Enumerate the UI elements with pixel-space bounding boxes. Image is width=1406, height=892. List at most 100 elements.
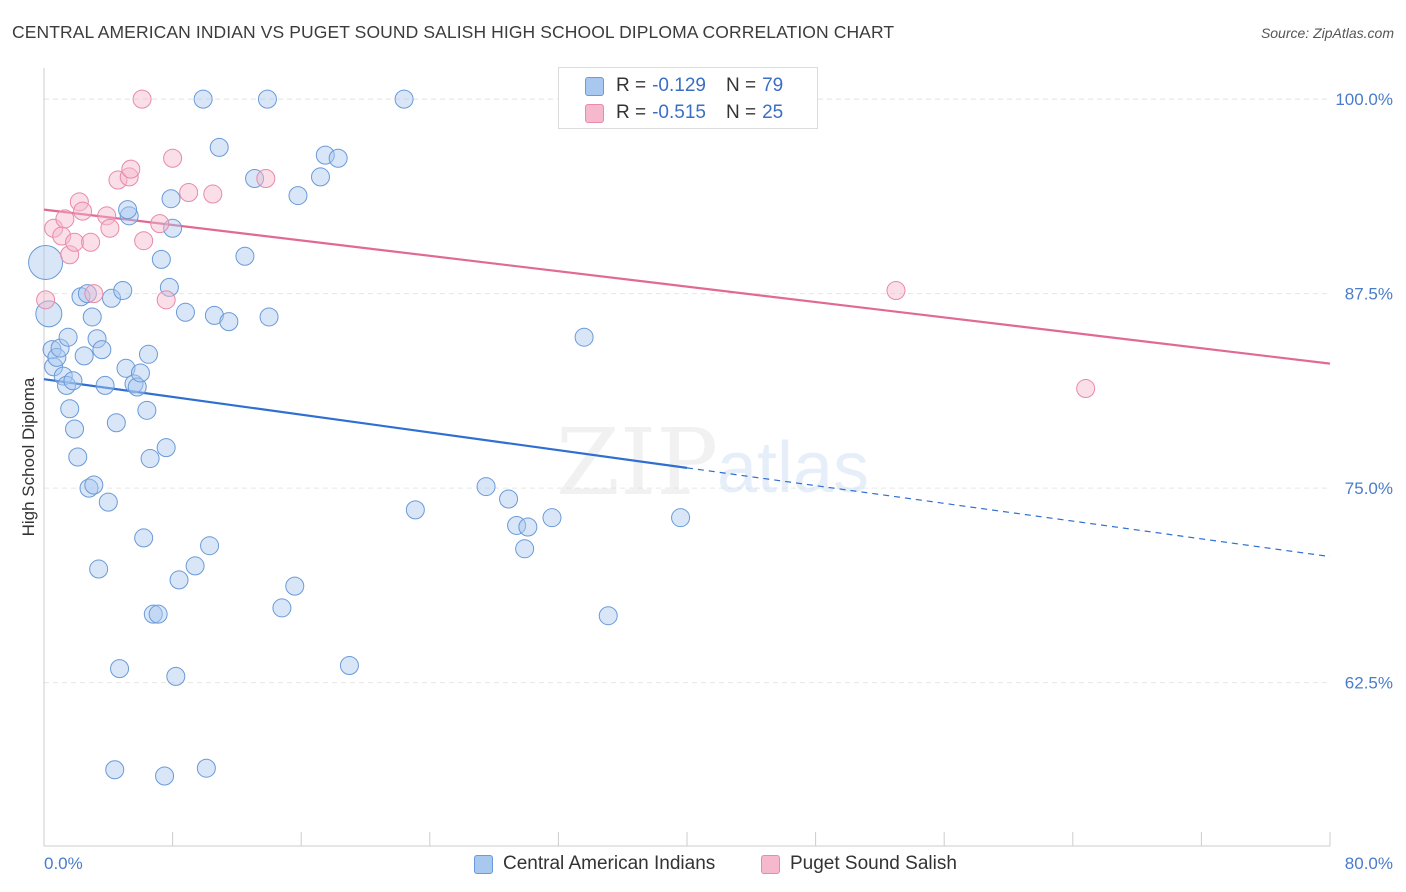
point-puget-sound — [121, 159, 141, 179]
point-puget-sound — [886, 281, 906, 301]
point-central-american — [671, 508, 691, 528]
series-name-puget-sound: Puget Sound Salish — [790, 853, 957, 874]
point-central-american — [235, 246, 255, 266]
point-central-american — [106, 413, 126, 433]
point-central-american — [196, 758, 216, 778]
point-central-american — [339, 656, 359, 676]
point-puget-sound — [73, 201, 93, 221]
point-central-american — [89, 559, 109, 579]
point-central-american — [169, 570, 189, 590]
point-central-american — [598, 606, 618, 626]
x-tick-label: 0.0% — [44, 854, 83, 873]
point-central-american — [74, 346, 94, 366]
point-central-american — [156, 438, 176, 458]
point-central-american — [245, 168, 265, 188]
point-puget-sound — [55, 209, 75, 229]
point-central-american — [328, 148, 348, 168]
point-central-american — [200, 536, 220, 556]
point-central-american — [499, 489, 519, 509]
point-central-american — [148, 604, 168, 624]
stats-legend: R = -0.129 N = 79 R = -0.515 N = 25 — [558, 67, 818, 129]
legend-swatch-pink — [585, 103, 604, 123]
series-legend-puget-sound: Puget Sound Salish — [761, 852, 957, 876]
point-central-american — [515, 539, 535, 559]
legend-row-puget-sound: R = -0.515 N = 25 — [585, 101, 783, 125]
point-puget-sound — [1076, 379, 1096, 399]
watermark-atlas: atlas — [717, 428, 869, 508]
trend-layer — [43, 208, 1331, 558]
trendline-central-american-extrapolated — [686, 467, 1331, 558]
legend-n-label: N = — [725, 102, 757, 123]
point-central-american — [50, 338, 70, 358]
legend-r-value: -0.129 — [652, 75, 706, 96]
point-central-american — [124, 374, 144, 394]
point-central-american — [77, 284, 97, 304]
point-central-american — [105, 760, 125, 780]
point-central-american — [175, 302, 195, 322]
point-puget-sound — [36, 290, 56, 310]
point-central-american — [161, 189, 181, 209]
point-central-american — [113, 281, 133, 301]
point-central-american — [155, 766, 175, 786]
point-central-american — [272, 598, 292, 618]
point-central-american — [476, 477, 496, 497]
point-central-american — [95, 375, 115, 395]
point-central-american — [394, 89, 414, 109]
point-central-american — [84, 475, 104, 495]
legend-r-value: -0.515 — [652, 102, 706, 123]
point-central-american — [116, 358, 136, 378]
legend-row-central-american: R = -0.129 N = 79 — [585, 74, 783, 98]
point-central-american — [63, 371, 83, 391]
point-central-american — [257, 89, 277, 109]
points-layer — [28, 89, 1096, 786]
point-central-american — [140, 449, 160, 469]
point-central-american — [159, 277, 179, 297]
y-axis-label: High School Diploma — [19, 377, 38, 536]
point-central-american — [185, 556, 205, 576]
point-puget-sound — [108, 170, 128, 190]
legend-n-value: 79 — [762, 75, 784, 96]
point-central-american — [315, 145, 335, 165]
point-puget-sound — [84, 284, 104, 304]
point-central-american — [166, 666, 186, 686]
watermark-zip: ZIP — [556, 409, 718, 516]
legend-r-label: R = — [616, 102, 647, 123]
point-puget-sound — [163, 148, 183, 168]
series-swatch-blue — [474, 854, 493, 874]
point-central-american — [134, 528, 154, 548]
point-central-american — [518, 517, 538, 537]
point-central-american — [310, 167, 330, 187]
point-central-american — [58, 327, 78, 347]
point-central-american — [137, 400, 157, 420]
x-tick-label: 80.0% — [1345, 854, 1393, 873]
point-central-american — [82, 307, 102, 327]
point-puget-sound — [100, 218, 120, 238]
point-central-american — [259, 307, 279, 327]
point-puget-sound — [134, 231, 154, 251]
point-puget-sound — [60, 245, 80, 265]
point-puget-sound — [119, 167, 139, 187]
point-central-american — [118, 200, 138, 220]
point-central-american — [92, 340, 112, 360]
trendline-central-american — [43, 378, 688, 469]
point-central-american — [209, 137, 229, 157]
point-central-american — [405, 500, 425, 520]
point-central-american — [542, 508, 562, 528]
series-legend-central-american: Central American Indians — [474, 852, 715, 876]
point-central-american — [163, 218, 183, 238]
point-puget-sound — [179, 182, 199, 202]
point-puget-sound — [256, 168, 276, 188]
point-central-american — [35, 300, 63, 328]
point-central-american — [204, 305, 224, 325]
point-central-american — [130, 363, 150, 383]
ticks-layer: 62.5% 75.0% 87.5% 100.0% 0.0% 80.0% — [43, 90, 1393, 873]
point-puget-sound — [132, 89, 152, 109]
point-central-american — [65, 419, 85, 439]
point-central-american — [68, 447, 88, 467]
source-label: Source: ZipAtlas.com — [1260, 25, 1394, 41]
point-puget-sound — [97, 206, 117, 226]
point-central-american — [288, 186, 308, 206]
legend-n-label: N = — [725, 75, 757, 96]
series-name-central-american: Central American Indians — [503, 853, 716, 874]
point-central-american — [143, 604, 163, 624]
